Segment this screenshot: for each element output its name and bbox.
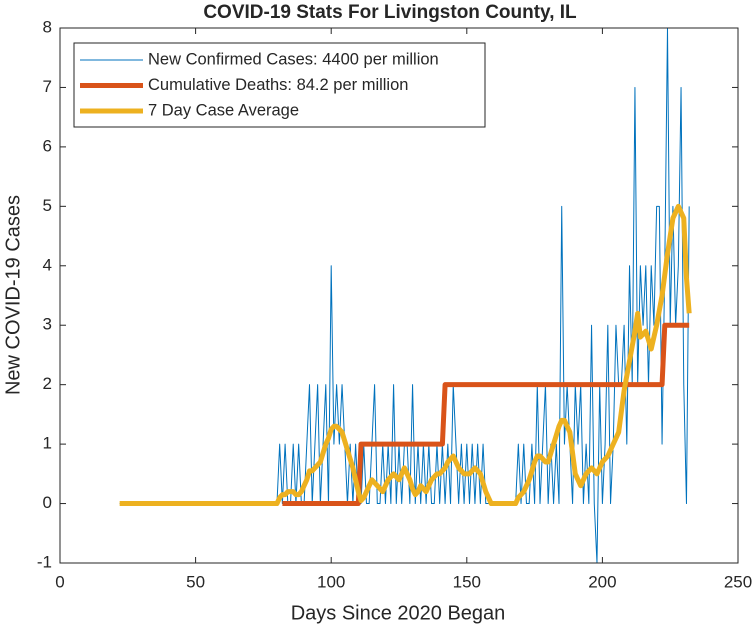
legend-label: 7 Day Case Average — [148, 101, 299, 119]
y-tick-label: 7 — [43, 77, 52, 96]
y-tick-label: 8 — [43, 17, 52, 36]
x-tick-label: 50 — [186, 572, 205, 591]
y-axis-label: New COVID-19 Cases — [2, 195, 24, 395]
y-tick-label: 2 — [43, 374, 52, 393]
y-tick-label: 4 — [43, 255, 52, 274]
data-line — [119, 203, 692, 507]
plot-area — [119, 27, 692, 564]
y-tick-label: 5 — [43, 196, 52, 215]
axes-box — [59, 27, 739, 564]
y-tick-label: 6 — [43, 136, 52, 155]
x-tick-label: 150 — [453, 572, 481, 591]
y-tick-label: 1 — [43, 434, 52, 453]
x-tick-label: 100 — [317, 572, 345, 591]
data-line — [282, 322, 690, 507]
chart-title: COVID-19 Stats For Livingston County, IL — [203, 2, 577, 23]
y-tick-label: 0 — [43, 493, 52, 512]
legend-label: Cumulative Deaths: 84.2 per million — [148, 76, 408, 94]
x-tick-label: 250 — [724, 572, 752, 591]
x-tick-label: 200 — [588, 572, 616, 591]
x-tick-label: 0 — [55, 572, 64, 591]
legend-label: New Confirmed Cases: 4400 per million — [148, 50, 439, 68]
x-axis-label: Days Since 2020 Began — [291, 602, 506, 624]
y-tick-label: -1 — [37, 552, 52, 571]
y-tick-label: 3 — [43, 315, 52, 334]
legend: New Confirmed Cases: 4400 per million Cum… — [73, 42, 486, 128]
